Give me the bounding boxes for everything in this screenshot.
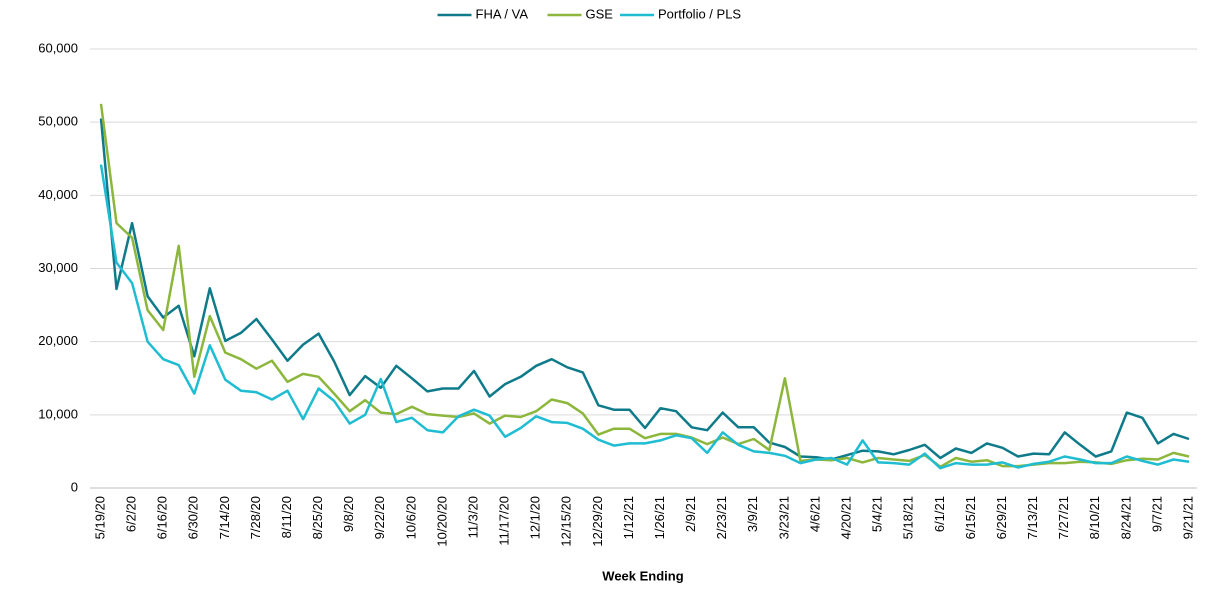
- x-tick-label: 6/15/21: [963, 496, 978, 539]
- x-tick-label: 9/8/20: [341, 496, 356, 532]
- x-tick-label: 8/25/20: [310, 496, 325, 539]
- x-tick-label: 7/27/21: [1056, 496, 1071, 539]
- x-tick-label: 6/29/21: [994, 496, 1009, 539]
- y-tick-label: 20,000: [38, 333, 78, 348]
- x-tick-label: 10/6/20: [403, 496, 418, 539]
- series-line: [99, 164, 1190, 470]
- x-tick-label: 12/1/20: [528, 496, 543, 539]
- x-tick-label: 2/23/21: [714, 496, 729, 539]
- x-tick-label: 6/2/20: [124, 496, 139, 532]
- legend-label: Portfolio / PLS: [658, 6, 741, 21]
- x-tick-label: 3/9/21: [745, 496, 760, 532]
- x-tick-label: 9/22/20: [372, 496, 387, 539]
- y-tick-label: 50,000: [38, 114, 78, 129]
- x-tick-label: 1/26/21: [652, 496, 667, 539]
- x-tick-label: 12/15/20: [559, 496, 574, 547]
- x-tick-label: 8/24/21: [1118, 496, 1133, 539]
- y-tick-label: 0: [71, 479, 78, 494]
- x-tick-label: 12/29/20: [590, 496, 605, 547]
- x-tick-label: 7/13/21: [1025, 496, 1040, 539]
- legend-label: GSE: [586, 6, 614, 21]
- x-tick-label: 10/20/20: [434, 496, 449, 547]
- x-tick-label: 11/17/20: [497, 496, 512, 546]
- x-tick-label: 5/4/21: [870, 496, 885, 532]
- y-tick-label: 60,000: [38, 40, 78, 55]
- x-tick-label: 6/1/21: [932, 496, 947, 532]
- x-tick-label: 11/3/20: [465, 496, 480, 538]
- x-tick-label: 4/6/21: [807, 496, 822, 532]
- series-line: [99, 118, 1190, 461]
- x-tick-label: 5/18/21: [901, 496, 916, 539]
- y-tick-label: 40,000: [38, 187, 78, 202]
- series-line: [99, 103, 1190, 469]
- x-tick-label: 7/14/20: [217, 496, 232, 539]
- y-tick-label: 30,000: [38, 260, 78, 275]
- x-tick-label: 7/28/20: [248, 496, 263, 539]
- x-tick-label: 9/7/21: [1149, 496, 1164, 532]
- legend-label: FHA / VA: [476, 6, 529, 21]
- x-axis-title: Week Ending: [602, 568, 683, 583]
- x-tick-label: 1/12/21: [621, 496, 636, 539]
- x-tick-label: 9/21/21: [1180, 496, 1195, 539]
- x-tick-label: 4/20/21: [838, 496, 853, 539]
- x-tick-label: 8/11/20: [279, 496, 294, 538]
- x-tick-label: 3/23/21: [776, 496, 791, 539]
- x-tick-label: 6/16/20: [155, 496, 170, 539]
- x-tick-label: 6/30/20: [186, 496, 201, 539]
- x-tick-label: 5/19/20: [92, 496, 107, 539]
- x-tick-label: 2/9/21: [683, 496, 698, 532]
- y-tick-label: 10,000: [38, 406, 78, 421]
- x-tick-label: 8/10/21: [1087, 496, 1102, 539]
